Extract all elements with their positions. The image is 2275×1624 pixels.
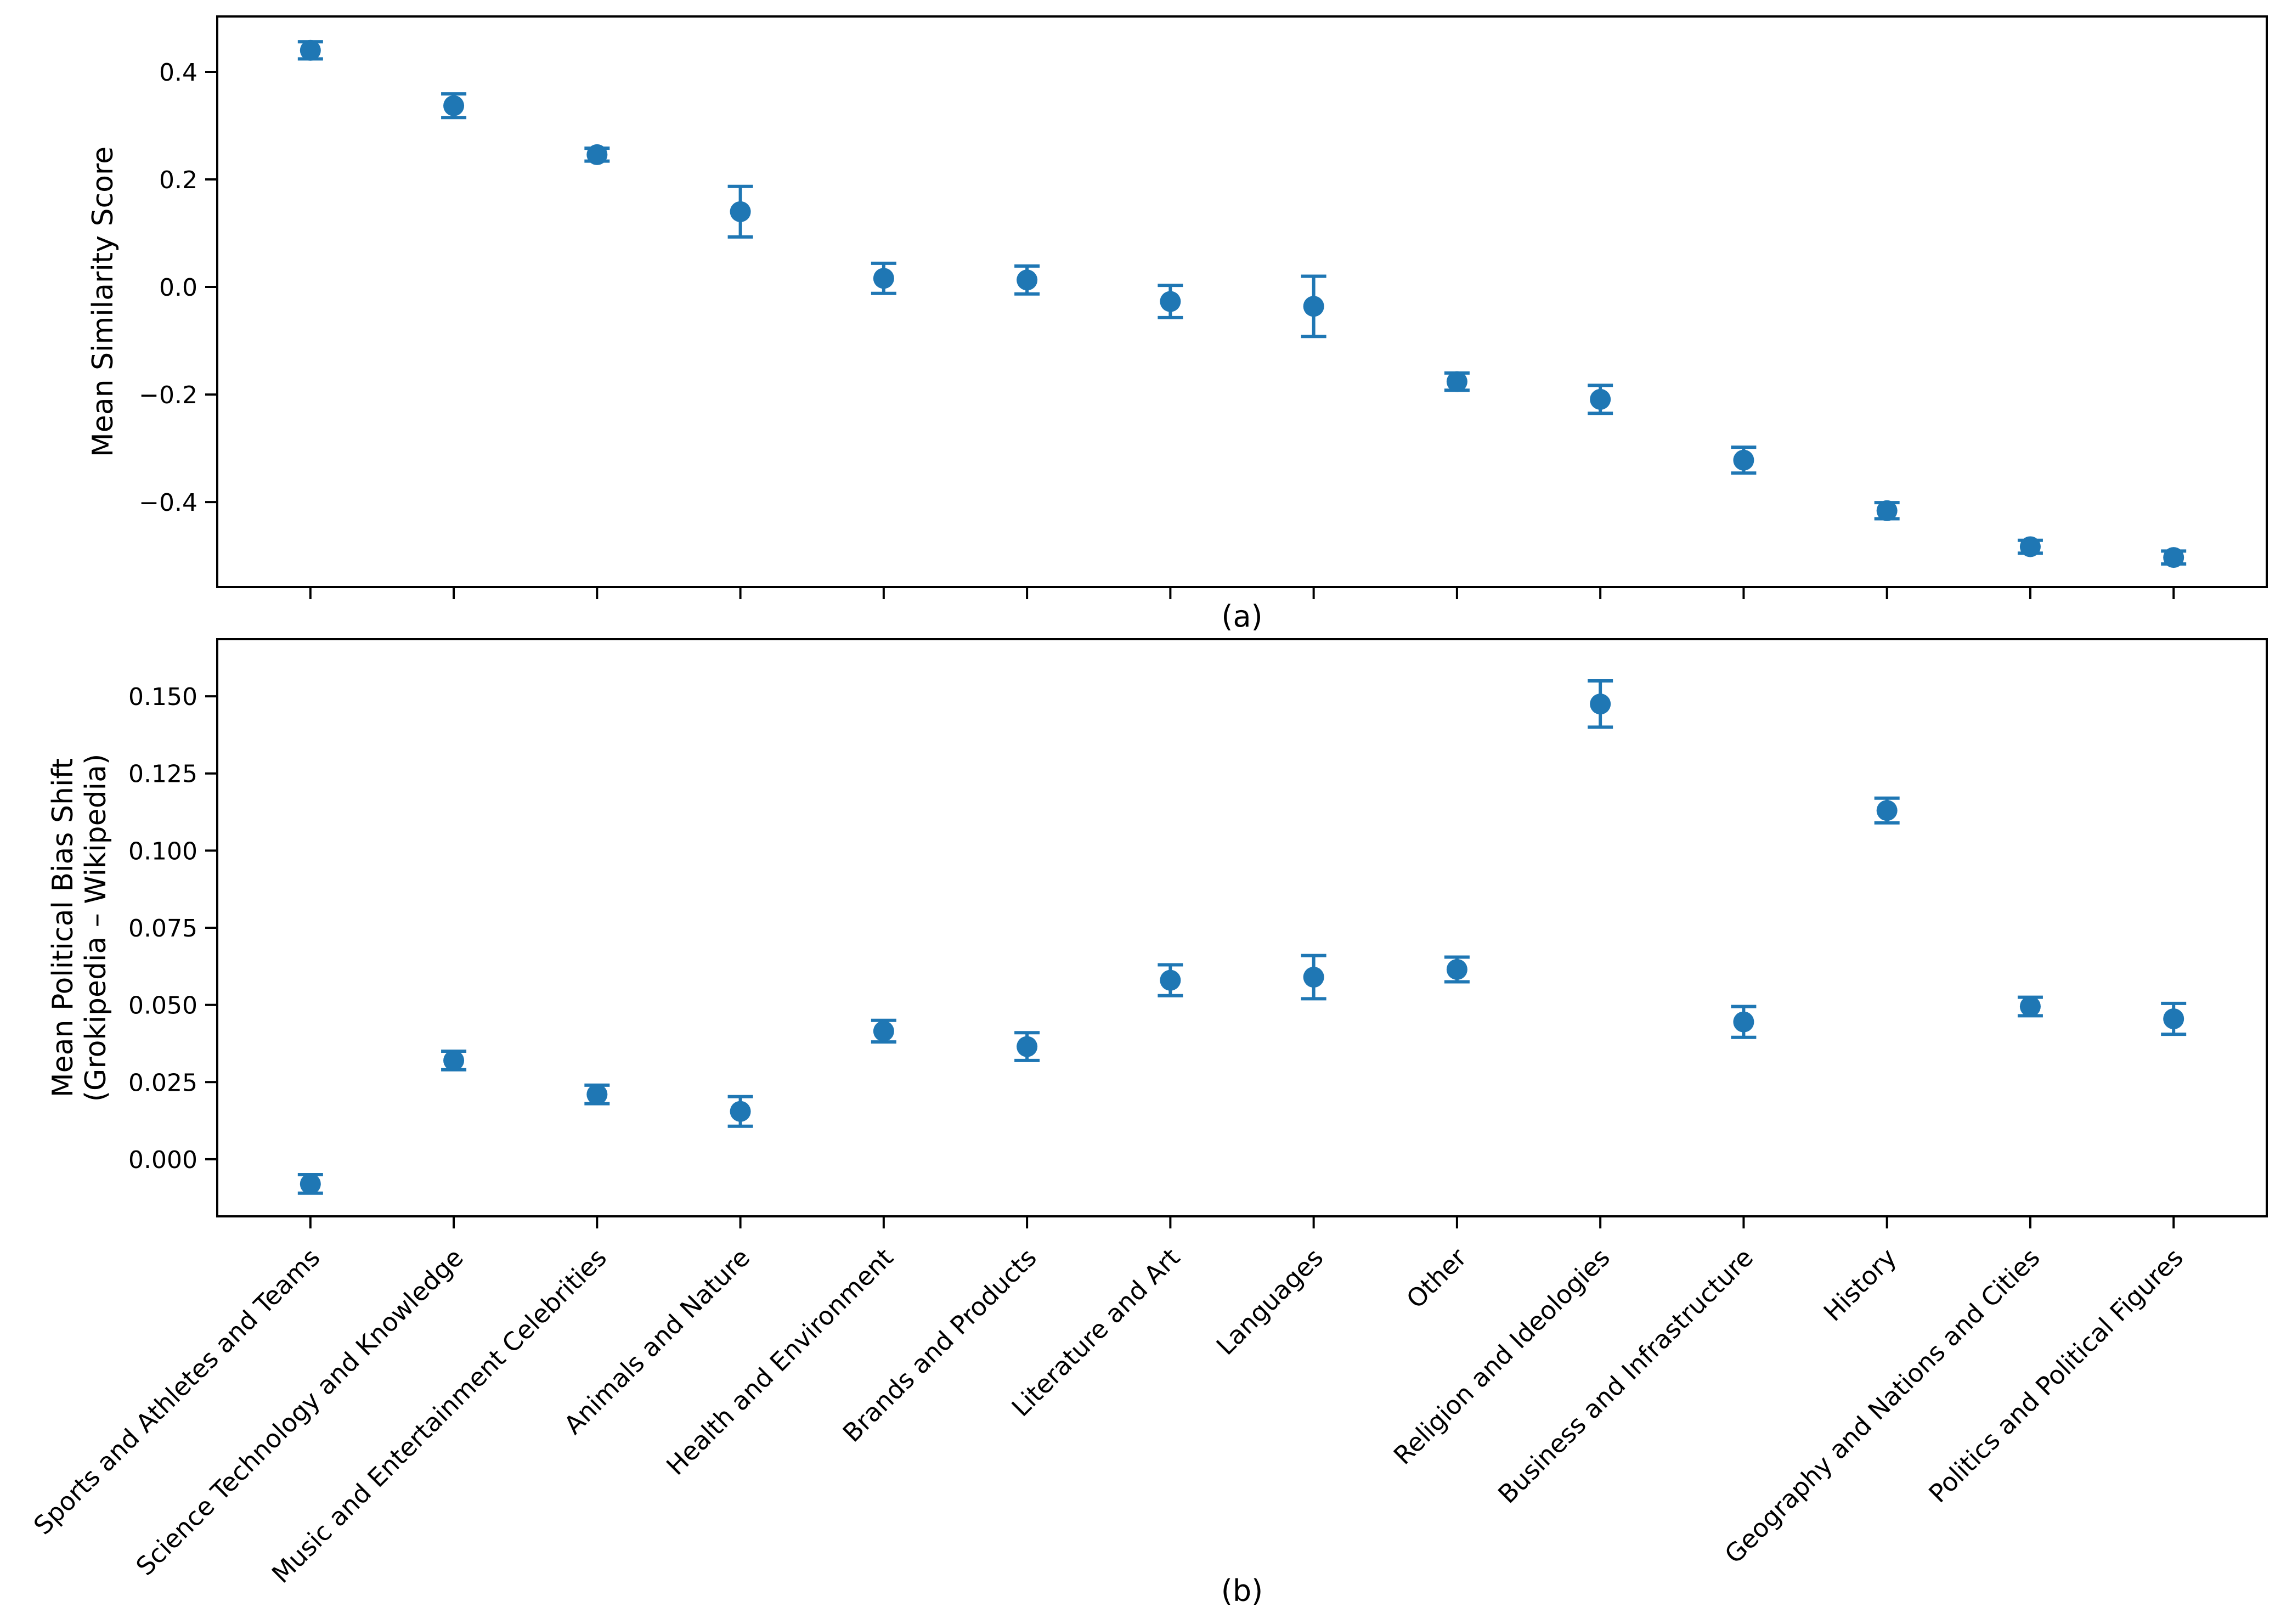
data-point-marker — [300, 1173, 321, 1194]
data-point-marker — [1446, 371, 1467, 392]
y-axis-tick-label: 0.2 — [159, 166, 197, 194]
data-point — [297, 1173, 323, 1195]
data-point-marker — [1446, 958, 1467, 980]
data-point-marker — [586, 1084, 608, 1105]
data-point — [1444, 371, 1470, 392]
data-point — [1731, 446, 1757, 475]
x-axis-tick-label: Music and Entertainment Celebrities — [266, 1243, 612, 1589]
data-point-marker — [1303, 296, 1324, 317]
data-point — [2161, 1001, 2187, 1036]
data-point — [584, 144, 610, 165]
data-point — [871, 261, 896, 295]
data-point-marker — [1017, 269, 1038, 291]
data-point-marker — [2163, 1008, 2184, 1029]
data-point-marker — [1590, 388, 1611, 410]
y-axis-tick-label: 0.000 — [128, 1146, 197, 1174]
subplot-label: (b) — [1221, 1574, 1263, 1608]
data-point — [584, 1083, 610, 1106]
data-point-marker — [730, 201, 751, 222]
x-axis-tick-label: Business and Infrastructure — [1492, 1243, 1759, 1509]
x-axis-tick-label: Languages — [1211, 1243, 1329, 1361]
x-axis-tick-label: Sports and Athletes and Teams — [28, 1243, 326, 1541]
data-point-marker — [443, 1050, 465, 1071]
data-point-marker — [586, 144, 608, 165]
data-point — [441, 1050, 467, 1072]
data-point-marker — [1733, 1011, 1754, 1033]
y-axis-tick-label: 0.125 — [128, 760, 197, 788]
data-point — [1158, 963, 1183, 997]
data-point-marker — [300, 40, 321, 61]
data-point-marker — [443, 95, 465, 116]
data-point-marker — [2019, 536, 2041, 557]
data-point-marker — [1876, 500, 1898, 521]
plot-frame — [216, 15, 2268, 588]
subplot-label: (a) — [1221, 599, 1262, 634]
data-point — [1301, 954, 1326, 1001]
data-point — [1158, 284, 1183, 319]
y-axis-label: Mean Similarity Score — [87, 146, 120, 457]
subplot-b: 0.150 0.125 0.100 0.075 0.050 0.025 0.000 Sport… — [28, 638, 2268, 1608]
y-axis-tick-label: −0.4 — [139, 489, 197, 517]
x-axis-tick-label: Geography and Nations and Cities — [1719, 1243, 2046, 1570]
data-point — [1588, 384, 1613, 415]
y-axis-tick-label: 0.150 — [128, 683, 197, 711]
data-point — [727, 184, 753, 239]
y-axis-tick-label: 0.100 — [128, 837, 197, 865]
data-point-marker — [1590, 693, 1611, 715]
data-point — [2017, 995, 2043, 1018]
data-point — [1014, 1031, 1040, 1062]
y-axis-tick-label: 0.075 — [128, 915, 197, 943]
data-point — [871, 1018, 896, 1044]
plot-frame — [216, 638, 2268, 1217]
data-point-marker — [1876, 800, 1898, 821]
data-point-marker — [1160, 969, 1181, 991]
x-axis-tick-label: Other — [1401, 1243, 1472, 1315]
y-axis-label: Mean Political Bias Shift — [47, 758, 80, 1098]
y-axis-label: (Grokipedia – Wikipedia) — [80, 754, 112, 1102]
data-point-marker — [730, 1101, 751, 1122]
data-point-marker — [2019, 996, 2041, 1017]
data-point — [1588, 679, 1613, 729]
data-point — [2161, 547, 2187, 568]
data-point — [2017, 536, 2043, 557]
x-axis-tick-label: Health and Environment — [661, 1243, 899, 1481]
data-point-marker — [1303, 967, 1324, 988]
data-point — [1874, 500, 1900, 521]
x-axis-tick-label: Politics and Political Figures — [1923, 1243, 2189, 1509]
y-axis-tick-label: −0.2 — [139, 381, 197, 409]
x-axis-tick-label: Science Technology and Knowledge — [130, 1243, 468, 1581]
data-point-marker — [1017, 1036, 1038, 1057]
data-point-marker — [1733, 449, 1754, 471]
y-axis-tick-label: 0.0 — [159, 274, 197, 302]
data-point-marker — [2163, 547, 2184, 568]
data-point — [441, 92, 467, 120]
y-axis-tick-label: 0.4 — [159, 59, 197, 87]
data-point — [727, 1095, 753, 1128]
data-point — [1301, 274, 1326, 339]
data-point — [1874, 796, 1900, 825]
subplot-a: 0.4 0.2 0.0 −0.2 −0.4 Mean Similarity Score (a… — [87, 15, 2268, 634]
y-axis-tick-label: 0.025 — [128, 1069, 197, 1097]
data-point-marker — [873, 268, 894, 289]
data-point — [297, 40, 323, 61]
data-point-marker — [1160, 291, 1181, 312]
data-point — [1444, 955, 1470, 984]
data-point — [1014, 264, 1040, 296]
data-point-marker — [873, 1020, 894, 1042]
y-axis-tick-label: 0.050 — [128, 992, 197, 1020]
data-point — [1731, 1005, 1757, 1039]
x-axis-tick-label: History — [1818, 1243, 1903, 1327]
